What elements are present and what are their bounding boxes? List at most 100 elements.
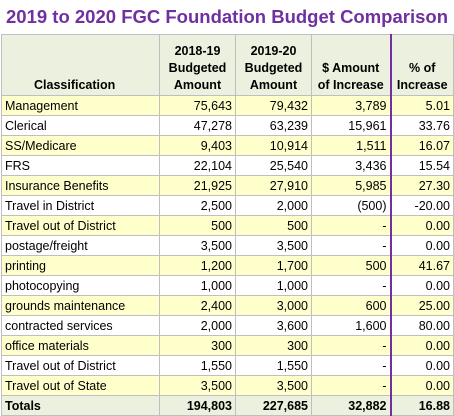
cell-2019-20-amount: 3,500 [235, 375, 312, 396]
table-row: SS/Medicare 9,403 10,914 1,511 16.07 [1, 135, 454, 156]
totals-2019-20: 227,685 [235, 395, 312, 416]
cell-increase-percent: 0.00 [389, 215, 454, 236]
totals-increase-amount: 32,882 [311, 395, 391, 416]
header-amount-of-increase: $ Amount of Increase [311, 34, 391, 96]
cell-classification: contracted services [1, 315, 160, 336]
cell-increase-percent: 0.00 [389, 375, 454, 396]
cell-2019-20-amount: 3,600 [235, 315, 312, 336]
cell-increase-percent: 27.30 [389, 175, 454, 196]
header-line: % of [409, 61, 436, 75]
cell-classification: Travel out of District [1, 355, 160, 376]
header-row: Classification 2018-19 Budgeted Amount 2… [1, 34, 454, 96]
cell-2018-19-amount: 2,000 [159, 315, 236, 336]
header-line: 2019-20 [250, 44, 297, 58]
cell-2018-19-amount: 9,403 [159, 135, 236, 156]
header-line: Amount [173, 78, 222, 92]
cell-classification: FRS [1, 155, 160, 176]
cell-classification: Management [1, 95, 160, 116]
cell-increase-percent: 15.54 [389, 155, 454, 176]
cell-classification: postage/freight [1, 235, 160, 256]
cell-increase-percent: 0.00 [389, 335, 454, 356]
cell-2019-20-amount: 300 [235, 335, 312, 356]
table-row: photocopying 1,000 1,000-0.00 [1, 275, 454, 296]
table-row: Management 75,643 79,432 3,789 5.01 [1, 95, 454, 116]
cell-2019-20-amount: 27,910 [235, 175, 312, 196]
cell-2018-19-amount: 300 [159, 335, 236, 356]
cell-increase-amount: - [311, 215, 391, 236]
cell-2018-19-amount: 3,500 [159, 375, 236, 396]
cell-2019-20-amount: 1,550 [235, 355, 312, 376]
cell-2018-19-amount: 47,278 [159, 115, 236, 136]
page-title: 2019 to 2020 FGC Foundation Budget Compa… [6, 6, 448, 27]
cell-increase-percent: 80.00 [389, 315, 454, 336]
cell-increase-amount: - [311, 275, 391, 296]
cell-classification: photocopying [1, 275, 160, 296]
cell-2018-19-amount: 2,400 [159, 295, 236, 316]
cell-2018-19-amount: 75,643 [159, 95, 236, 116]
header-classification: Classification [1, 34, 160, 96]
cell-2019-20-amount: 2,000 [235, 195, 312, 216]
cell-increase-percent: 0.00 [389, 235, 454, 256]
cell-classification: Travel out of State [1, 375, 160, 396]
cell-2018-19-amount: 1,000 [159, 275, 236, 296]
header-line: Increase [396, 78, 448, 92]
cell-2018-19-amount: 1,200 [159, 255, 236, 276]
cell-increase-amount: 3,789 [311, 95, 391, 116]
cell-increase-amount: 1,600 [311, 315, 391, 336]
table-row: Insurance Benefits 21,925 27,910 5,985 27.30 [1, 175, 454, 196]
cell-increase-percent: 25.00 [389, 295, 454, 316]
table-row: contracted services 2,000 3,600 1,600 80.00 [1, 315, 454, 336]
cell-increase-amount: 600 [311, 295, 391, 316]
cell-2018-19-amount: 500 [159, 215, 236, 236]
cell-increase-percent: 16.07 [389, 135, 454, 156]
header-2019-20-budgeted-amount: 2019-20 Budgeted Amount [235, 34, 312, 96]
table-row: office materials 300 300-0.00 [1, 335, 454, 356]
cell-increase-amount: 5,985 [311, 175, 391, 196]
header-line: Budgeted [244, 61, 303, 75]
header-line: Amount [249, 78, 298, 92]
cell-classification: grounds maintenance [1, 295, 160, 316]
cell-2018-19-amount: 2,500 [159, 195, 236, 216]
cell-2018-19-amount: 22,104 [159, 155, 236, 176]
cell-classification: Clerical [1, 115, 160, 136]
cell-2019-20-amount: 79,432 [235, 95, 312, 116]
cell-classification: printing [1, 255, 160, 276]
cell-classification: SS/Medicare [1, 135, 160, 156]
cell-2018-19-amount: 21,925 [159, 175, 236, 196]
cell-increase-amount: 3,436 [311, 155, 391, 176]
cell-2019-20-amount: 1,000 [235, 275, 312, 296]
cell-2018-19-amount: 1,550 [159, 355, 236, 376]
budget-table: Classification 2018-19 Budgeted Amount 2… [1, 34, 454, 416]
header-2018-19-budgeted-amount: 2018-19 Budgeted Amount [159, 34, 236, 96]
table-row: Travel out of District 1,550 1,550-0.00 [1, 355, 454, 376]
cell-2019-20-amount: 3,500 [235, 235, 312, 256]
cell-increase-amount: 15,961 [311, 115, 391, 136]
cell-classification: Insurance Benefits [1, 175, 160, 196]
cell-classification: Travel out of District [1, 215, 160, 236]
totals-row: Totals 194,803 227,685 32,882 16.88 [1, 395, 454, 416]
cell-increase-amount: - [311, 375, 391, 396]
cell-2019-20-amount: 63,239 [235, 115, 312, 136]
cell-increase-amount: (500) [311, 195, 391, 216]
table-row: Travel out of District 500 500-0.00 [1, 215, 454, 236]
table-row: printing 1,200 1,700 500 41.67 [1, 255, 454, 276]
cell-increase-amount: - [311, 355, 391, 376]
cell-increase-amount: 1,511 [311, 135, 391, 156]
table-row: FRS 22,104 25,540 3,436 15.54 [1, 155, 454, 176]
header-line: 2018-19 [174, 44, 221, 58]
table-row: postage/freight 3,500 3,500-0.00 [1, 235, 454, 256]
cell-increase-amount: 500 [311, 255, 391, 276]
totals-2018-19: 194,803 [159, 395, 236, 416]
cell-classification: Travel in District [1, 195, 160, 216]
cell-increase-percent: 5.01 [389, 95, 454, 116]
cell-classification: office materials [1, 335, 160, 356]
header-line: of Increase [317, 78, 384, 92]
cell-increase-percent: 0.00 [389, 275, 454, 296]
header-percent-of-increase: % of Increase [389, 34, 454, 96]
cell-increase-amount: - [311, 335, 391, 356]
cell-increase-amount: - [311, 235, 391, 256]
cell-increase-percent: -20.00 [389, 195, 454, 216]
header-line: Budgeted [168, 61, 227, 75]
cell-increase-percent: 33.76 [389, 115, 454, 136]
totals-label: Totals [1, 395, 160, 416]
